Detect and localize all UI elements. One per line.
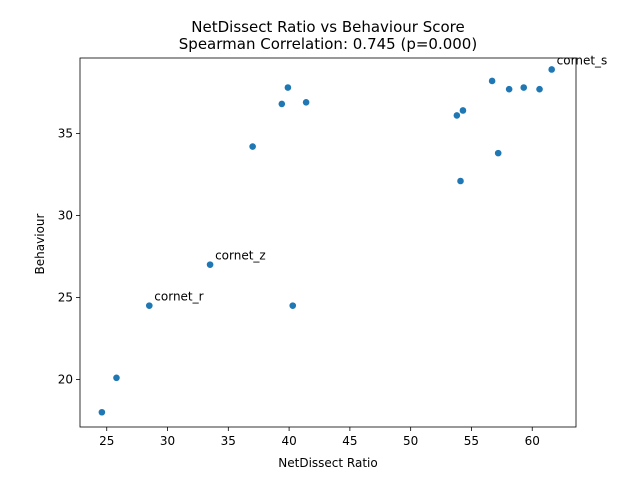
- data-point: [520, 84, 528, 91]
- y-tick-label: 35: [58, 126, 73, 140]
- y-tick-label: 30: [58, 208, 73, 222]
- data-point: [488, 77, 496, 85]
- x-tick-label: 30: [160, 434, 175, 448]
- x-tick-label: 25: [99, 434, 114, 448]
- data-point: [536, 85, 543, 93]
- data-point: [98, 408, 106, 416]
- plot-frame: [79, 57, 577, 428]
- data-point: [206, 261, 214, 268]
- data-point: [289, 302, 297, 309]
- data-point: [249, 143, 256, 150]
- x-tick-label: 35: [221, 434, 236, 448]
- data-point: [278, 100, 286, 108]
- y-axis-label: Behaviour: [33, 213, 47, 274]
- point-annotation: cornet_z: [215, 249, 266, 263]
- x-tick-label: 60: [525, 434, 540, 448]
- x-tick-label: 50: [403, 434, 418, 448]
- y-tick-label: 25: [58, 290, 73, 304]
- point-annotation: cornet_s: [557, 53, 608, 67]
- data-point: [284, 84, 292, 91]
- data-point: [453, 112, 461, 119]
- data-point: [548, 66, 555, 73]
- chart-subtitle: Spearman Correlation: 0.745 (p=0.000): [179, 35, 477, 53]
- data-point: [145, 302, 153, 309]
- data-point: [505, 85, 513, 93]
- data-point: [459, 107, 467, 114]
- x-tick-label: 40: [281, 434, 296, 448]
- data-point: [457, 177, 464, 185]
- x-tick-label: 55: [464, 434, 479, 448]
- point-annotation: cornet_r: [154, 290, 203, 304]
- data-point: [494, 149, 502, 157]
- plot-area: 25 30 35 40 45 50 55 60 20 25 30 35 cornet_r cornet_z…: [58, 53, 608, 448]
- x-axis-label: NetDissect Ratio: [278, 456, 377, 470]
- data-point: [302, 98, 310, 106]
- x-tick-label: 45: [342, 434, 357, 448]
- data-point: [113, 374, 120, 382]
- y-tick-label: 20: [58, 372, 73, 386]
- chart-title: NetDissect Ratio vs Behaviour Score: [191, 18, 464, 36]
